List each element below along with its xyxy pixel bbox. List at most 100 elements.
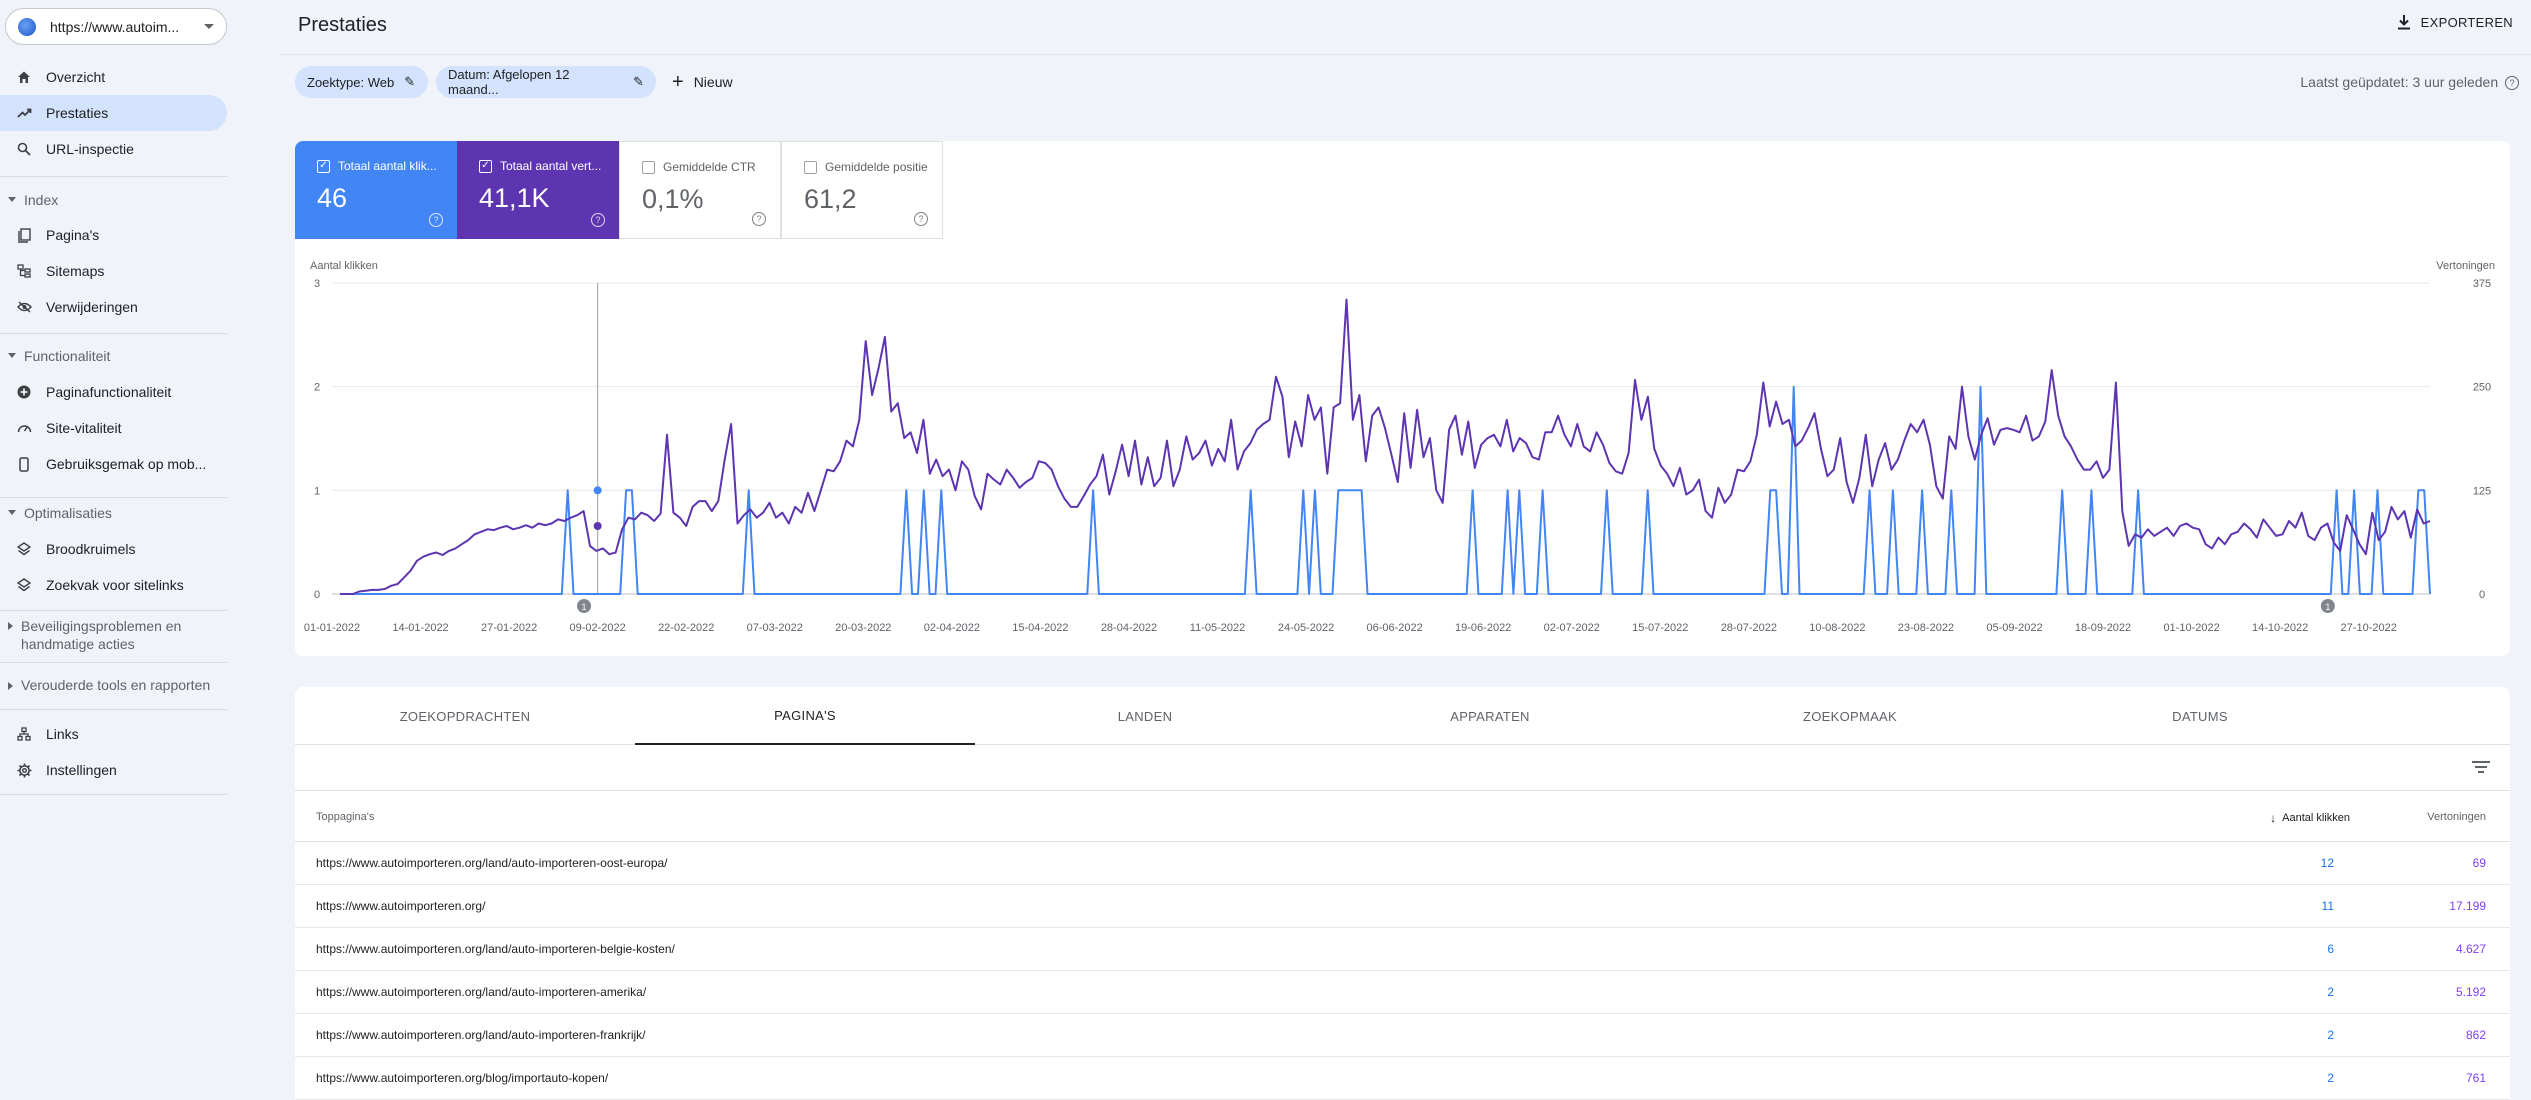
sidebar-item-links[interactable]: Links <box>0 716 227 752</box>
metric-value: 61,2 <box>804 184 857 214</box>
sidebar-item-paginas[interactable]: Pagina's <box>0 217 227 253</box>
chip-label: Datum: Afgelopen 12 maand... <box>448 67 570 97</box>
checkbox-checked-icon: ✓ <box>479 159 492 173</box>
filter-icon[interactable] <box>2472 761 2490 775</box>
metric-label: ✓ Totaal aantal vert... <box>479 159 619 173</box>
tab-paginas[interactable]: PAGINA'S <box>635 687 975 745</box>
edit-icon: ✎ <box>404 74 416 89</box>
tab-zoekopdrachten[interactable]: ZOEKOPDRACHTEN <box>399 708 531 724</box>
metric-average-ctr[interactable]: Gemiddelde CTR 0,1% ? <box>619 141 781 239</box>
tab-apparaten[interactable]: APPARATEN <box>1450 708 1530 724</box>
filter-chip-date[interactable]: Datum: Afgelopen 12 maand... ✎ <box>436 66 656 98</box>
metric-label-text: Totaal aantal vert... <box>500 159 602 173</box>
impressions-value: 4.627 <box>2455 942 2486 956</box>
filter-chip-search-type[interactable]: Zoektype: Web ✎ <box>295 66 428 98</box>
table-row[interactable]: https://www.autoimporteren.org/blog/impo… <box>295 1057 2510 1100</box>
sidebar-group-functionaliteit[interactable]: Functionaliteit <box>0 348 227 364</box>
page-url[interactable]: https://www.autoimporteren.org/land/auto… <box>316 1028 646 1042</box>
page-url[interactable]: https://www.autoimporteren.org/ <box>316 899 486 913</box>
page-url[interactable]: https://www.autoimporteren.org/blog/impo… <box>316 1071 609 1085</box>
metric-value: 46 <box>317 183 348 213</box>
table-row[interactable]: https://www.autoimporteren.org/land/auto… <box>295 842 2510 885</box>
sidebar-item-verwijderingen[interactable]: Verwijderingen <box>0 289 227 325</box>
column-header-impressions[interactable]: Vertoningen <box>2427 811 2486 823</box>
tab-landen[interactable]: LANDEN <box>1117 708 1173 724</box>
sidebar-divider <box>0 333 227 334</box>
sidebar-group-label: Optimalisaties <box>24 505 112 521</box>
table-row[interactable]: https://www.autoimporteren.org/land/auto… <box>295 971 2510 1014</box>
property-selector[interactable]: https://www.autoim... <box>5 8 227 45</box>
sidebar-group-optimalisaties[interactable]: Optimalisaties <box>0 505 227 521</box>
x-tick-label: 27-10-2022 <box>2341 622 2397 634</box>
clicks-value: 2 <box>2327 1028 2334 1042</box>
sidebar-divider <box>0 662 227 663</box>
help-icon[interactable]: ? <box>752 212 766 226</box>
metric-average-position[interactable]: Gemiddelde positie 61,2 ? <box>781 141 943 239</box>
tab-zoekopmaak[interactable]: ZOEKOPMAAK <box>1802 708 1898 724</box>
property-url: https://www.autoim... <box>50 18 180 35</box>
sidebar-group-verouderd[interactable]: Verouderde tools en rapporten <box>0 677 227 693</box>
help-icon[interactable]: ? <box>914 212 928 226</box>
expand-arrow-icon <box>8 622 13 630</box>
x-tick-label: 19-06-2022 <box>1455 622 1511 634</box>
sidebar-group-label: Beveiligingsproblemen en handmatige acti… <box>21 618 182 652</box>
metric-total-clicks[interactable]: ✓ Totaal aantal klik... 46 ? <box>295 141 457 239</box>
table-toolbar <box>295 745 2510 791</box>
metric-label: ✓ Totaal aantal klik... <box>317 159 457 173</box>
trending-up-icon <box>16 105 32 121</box>
annotation-label: 1 <box>582 602 587 612</box>
sidebar-group-beveiliging[interactable]: Beveiligingsproblemen en handmatige acti… <box>0 617 200 653</box>
export-label: EXPORTEREN <box>2420 14 2513 30</box>
globe-icon <box>18 17 36 36</box>
clicks-value: 2 <box>2327 985 2334 999</box>
last-updated-text: Laatst geüpdatet: 3 uur geleden <box>2300 74 2499 90</box>
sidebar-item-prestaties[interactable]: Prestaties <box>0 95 227 131</box>
clicks-value: 2 <box>2327 1071 2334 1085</box>
table-row[interactable]: https://www.autoimporteren.org/land/auto… <box>295 1014 2510 1057</box>
x-tick-label: 05-09-2022 <box>1986 622 2042 634</box>
performance-line-chart[interactable]: Aantal klikken Vertoningen 0 1 2 3 0 125 250 375 0… <box>295 141 2510 656</box>
sidebar-item-label: Prestaties <box>46 105 109 121</box>
page-url[interactable]: https://www.autoimporteren.org/land/auto… <box>316 942 675 956</box>
sidebar-item-broodkruimels[interactable]: Broodkruimels <box>0 531 227 567</box>
links-icon <box>16 726 32 742</box>
sidebar-item-label: Broodkruimels <box>46 541 136 557</box>
layers-icon <box>16 577 32 593</box>
sidebar-item-instellingen[interactable]: Instellingen <box>0 752 227 788</box>
table-row[interactable]: https://www.autoimporteren.org/land/auto… <box>295 928 2510 971</box>
page-url[interactable]: https://www.autoimporteren.org/land/auto… <box>316 985 647 999</box>
sidebar-item-gebruiksgemak[interactable]: Gebruiksgemak op mob... <box>0 446 227 482</box>
sidebar-group-label: Functionaliteit <box>24 348 111 364</box>
y-tick-label-left: 0 <box>314 589 320 601</box>
clicks-value: 11 <box>2321 899 2334 913</box>
x-tick-label: 15-04-2022 <box>1012 622 1068 634</box>
help-icon[interactable]: ? <box>429 213 443 227</box>
column-header-pages[interactable]: Toppagina's <box>316 811 375 823</box>
metric-total-impressions[interactable]: ✓ Totaal aantal vert... 41,1K ? <box>457 141 619 239</box>
sidebar-divider <box>0 176 227 177</box>
x-tick-label: 20-03-2022 <box>835 622 891 634</box>
x-tick-label: 22-02-2022 <box>658 622 714 634</box>
plus-icon: + <box>672 71 684 93</box>
sidebar-item-paginafunctionaliteit[interactable]: Paginafunctionaliteit <box>0 374 227 410</box>
sidebar-item-url-inspectie[interactable]: URL-inspectie <box>0 131 227 167</box>
tab-datums[interactable]: DATUMS <box>2172 708 2228 724</box>
sidebar-group-index[interactable]: Index <box>0 192 227 208</box>
column-header-clicks[interactable]: ↓ Aantal klikken <box>2270 811 2350 825</box>
edit-icon: ✎ <box>633 74 644 89</box>
sidebar-item-label: URL-inspectie <box>46 141 134 157</box>
x-tick-label: 28-07-2022 <box>1721 622 1777 634</box>
collapse-arrow-icon <box>8 510 16 515</box>
sidebar-group-label: Index <box>24 192 59 208</box>
sidebar-item-zoekvak-sitelinks[interactable]: Zoekvak voor sitelinks <box>0 567 227 603</box>
page-url[interactable]: https://www.autoimporteren.org/land/auto… <box>316 856 668 870</box>
help-icon[interactable]: ? <box>591 213 605 227</box>
export-button[interactable]: EXPORTEREN <box>2397 14 2513 30</box>
sidebar-item-label: Site-vitaliteit <box>46 420 122 436</box>
sidebar-item-sitemaps[interactable]: Sitemaps <box>0 253 227 289</box>
sidebar-item-site-vitaliteit[interactable]: Site-vitaliteit <box>0 410 227 446</box>
new-filter-button[interactable]: + Nieuw <box>672 66 733 98</box>
table-row[interactable]: https://www.autoimporteren.org/11 17.199 <box>295 885 2510 928</box>
y-tick-label-right: 0 <box>2479 589 2485 601</box>
sidebar-item-overzicht[interactable]: Overzicht <box>0 59 227 95</box>
